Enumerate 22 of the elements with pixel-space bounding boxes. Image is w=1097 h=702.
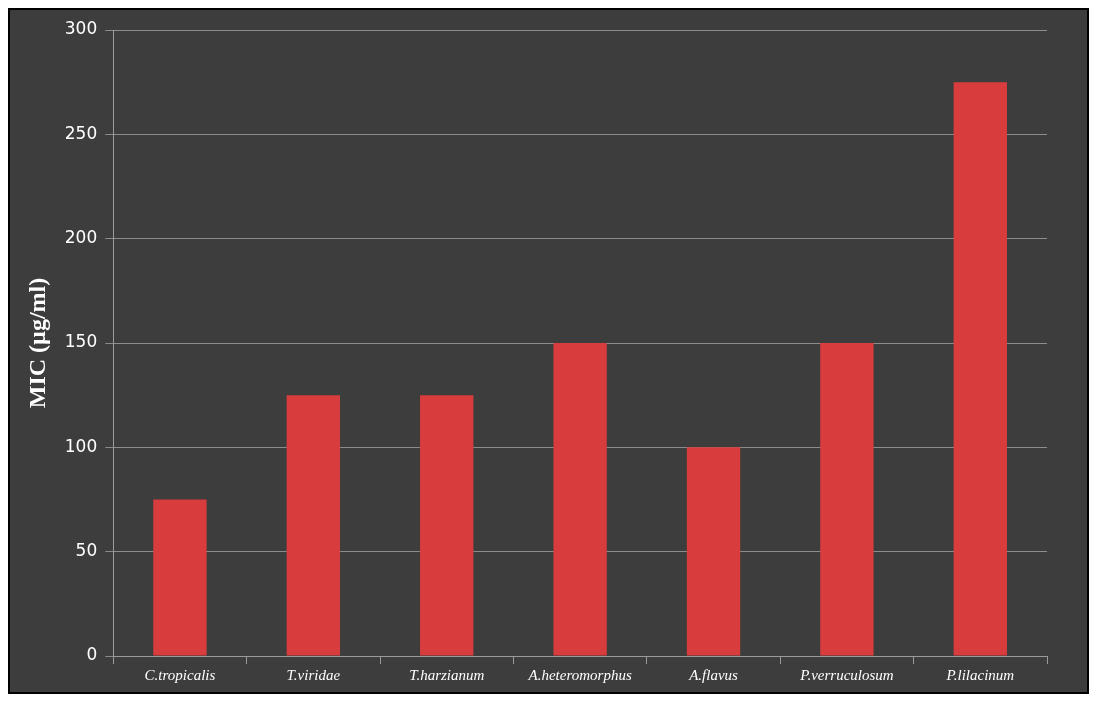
bar <box>420 395 474 656</box>
x-tick-label: P.lilacinum <box>945 666 1015 683</box>
x-tick-label: A.heteromorphus <box>527 666 632 683</box>
x-tick-label: P.verruculosum <box>799 666 894 683</box>
x-tick-label: T.viridae <box>286 666 341 683</box>
y-tick-label: 300 <box>64 18 98 39</box>
bar <box>153 499 207 656</box>
y-tick-label: 0 <box>86 644 98 665</box>
x-tick-label: A.flavus <box>688 666 739 683</box>
bar <box>553 343 607 656</box>
bar <box>286 395 341 656</box>
y-tick-label: 100 <box>64 435 98 456</box>
y-axis-title: MIC (µg/ml) <box>23 277 50 409</box>
y-tick-label: 250 <box>64 122 98 143</box>
x-tick-label: T.harzianum <box>409 666 485 683</box>
bar <box>820 343 874 656</box>
bar <box>953 82 1007 656</box>
x-tick-label: C.tropicalis <box>144 666 216 683</box>
bar <box>686 447 741 656</box>
y-tick-label: 150 <box>64 331 98 352</box>
y-tick-label: 50 <box>75 540 98 561</box>
y-tick-label: 200 <box>64 227 98 248</box>
